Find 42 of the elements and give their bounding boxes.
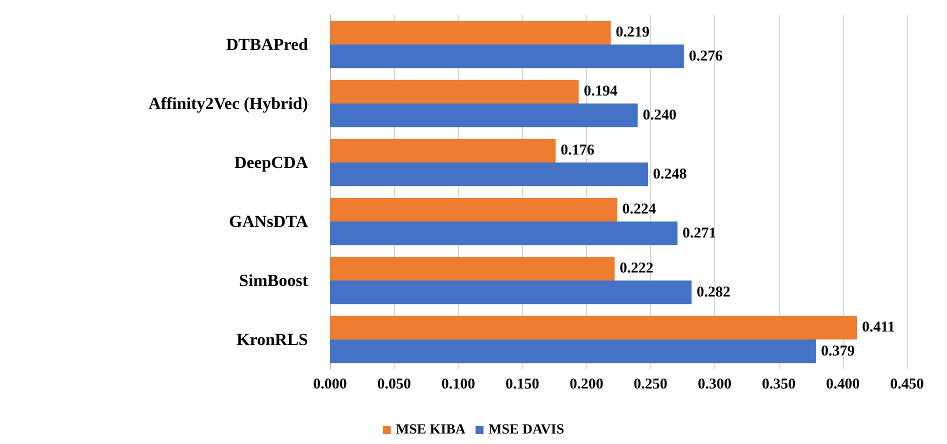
data-label: 0.176	[560, 142, 595, 159]
x-tick-label: 0.050	[377, 376, 411, 392]
bar	[330, 256, 615, 280]
data-label: 0.224	[622, 202, 656, 218]
data-label: 0.282	[696, 284, 730, 300]
bar	[330, 222, 678, 246]
legend-label: MSE KIBA	[396, 422, 466, 438]
bar	[330, 280, 692, 304]
data-label: 0.248	[652, 166, 687, 182]
bar	[330, 340, 816, 364]
x-tick-label: 0.350	[762, 376, 796, 392]
x-tick-label: 0.100	[441, 376, 476, 392]
data-label: 0.379	[820, 343, 855, 360]
bar	[330, 44, 684, 68]
bar	[330, 20, 611, 44]
legend-label: MSE DAVIS	[488, 422, 564, 438]
bar	[330, 104, 638, 128]
bar	[330, 198, 618, 222]
y-tick-label: DTBAPred	[226, 35, 309, 54]
data-label: 0.411	[862, 320, 895, 336]
bar	[330, 138, 556, 162]
x-tick-label: 0.200	[570, 376, 604, 392]
x-tick-label: 0.000	[313, 376, 347, 392]
data-label: 0.194	[584, 84, 618, 100]
y-tick-label: Affinity2Vec (Hybrid)	[148, 94, 308, 113]
data-label: 0.271	[682, 225, 716, 242]
x-tick-label: 0.250	[634, 376, 668, 392]
bar	[330, 80, 579, 104]
bar	[330, 316, 857, 340]
data-label: 0.219	[616, 24, 650, 41]
y-tick-label: DeepCDA	[234, 153, 309, 172]
data-label: 0.222	[620, 260, 654, 277]
x-tick-label: 0.150	[505, 376, 540, 392]
y-tick-label: KronRLS	[236, 330, 308, 349]
data-label: 0.240	[642, 107, 676, 124]
data-label: 0.276	[688, 48, 724, 64]
y-tick-label: SimBoost	[239, 271, 308, 290]
x-tick-label: 0.450	[890, 376, 924, 392]
bar	[330, 162, 648, 186]
x-tick-label: 0.400	[826, 376, 860, 392]
y-tick-label: GANsDTA	[228, 212, 309, 231]
x-tick-label: 0.300	[698, 376, 732, 392]
